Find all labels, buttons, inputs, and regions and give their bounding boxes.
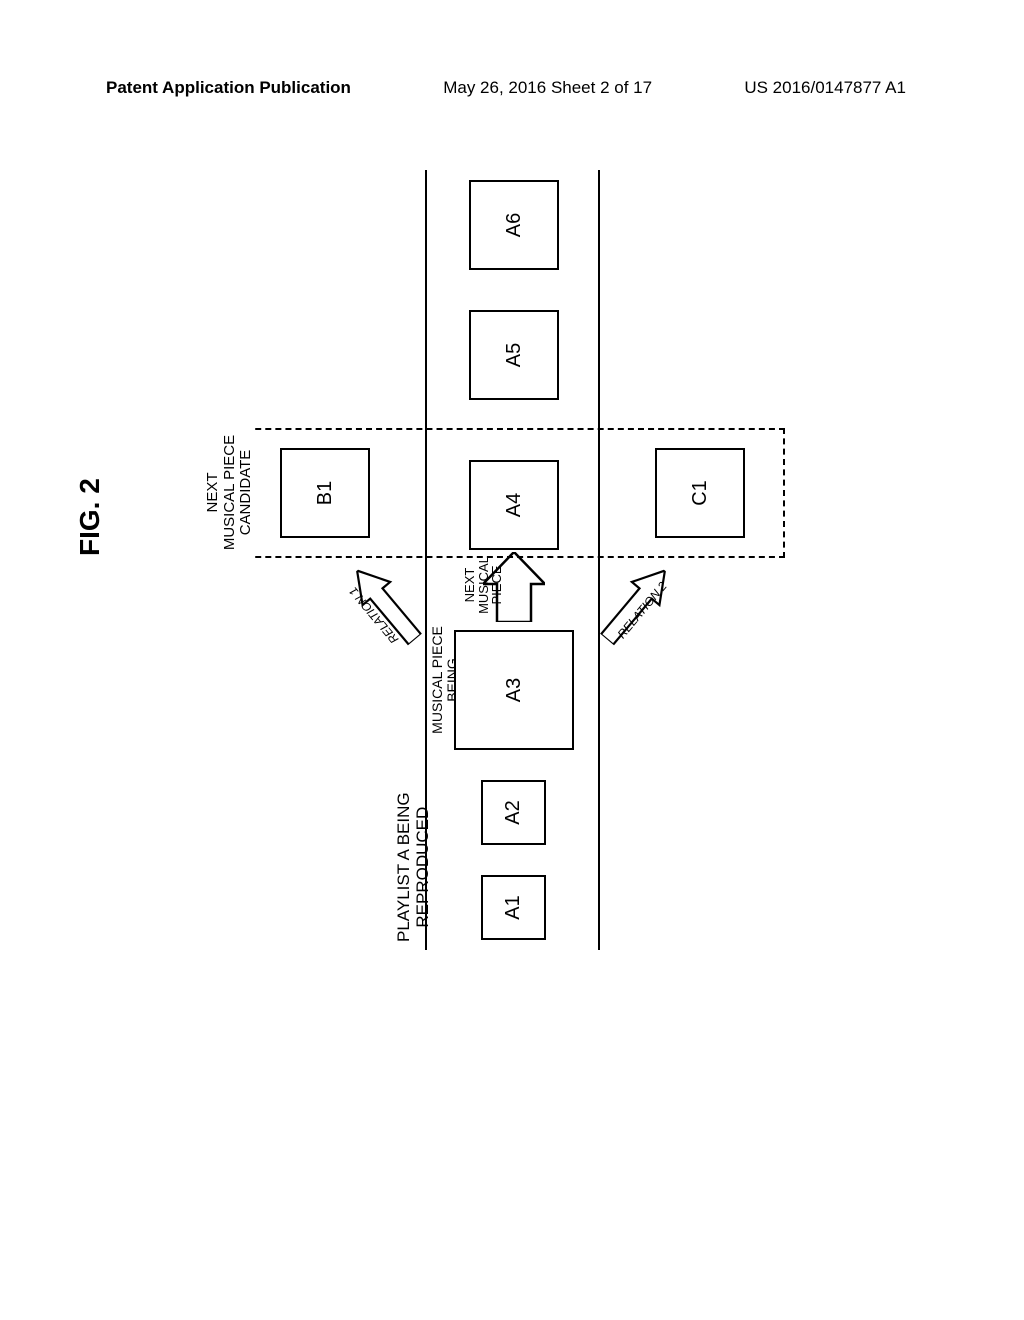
box-a5: A5 <box>469 310 559 400</box>
candidate-label: NEXTMUSICAL PIECECANDIDATE <box>205 425 255 560</box>
relation1-arrow: RELATION 1 <box>341 557 431 653</box>
header-publication: Patent Application Publication <box>106 78 351 98</box>
box-c1: C1 <box>655 448 745 538</box>
next-piece-arrow-icon <box>483 552 545 622</box>
patent-header: Patent Application Publication May 26, 2… <box>0 78 1024 98</box>
relation2-arrow: RELATION 2 <box>591 557 681 653</box>
box-a3-current: A3 <box>454 630 574 750</box>
box-a2: A2 <box>481 780 546 845</box>
header-patent-no: US 2016/0147877 A1 <box>744 78 906 98</box>
box-a1: A1 <box>481 875 546 940</box>
box-a4: A4 <box>469 460 559 550</box>
diagram-container: PLAYLIST A BEINGREPRODUCED MUSICAL PIECE… <box>145 170 865 950</box>
box-a6: A6 <box>469 180 559 270</box>
playlist-label: PLAYLIST A BEINGREPRODUCED <box>395 792 432 942</box>
header-date-sheet: May 26, 2016 Sheet 2 of 17 <box>443 78 652 98</box>
diagram: PLAYLIST A BEINGREPRODUCED MUSICAL PIECE… <box>145 170 865 950</box>
box-b1: B1 <box>280 448 370 538</box>
figure-label: FIG. 2 <box>74 478 106 556</box>
